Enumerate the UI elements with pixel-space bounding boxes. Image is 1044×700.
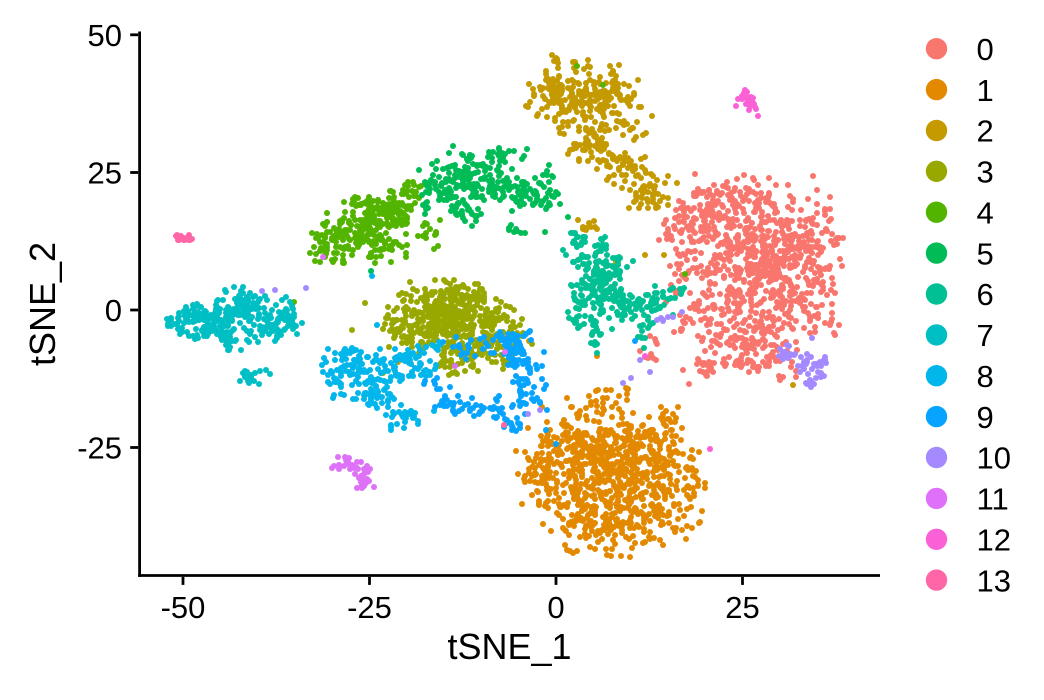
svg-text:1: 1	[977, 73, 994, 108]
svg-text:6: 6	[977, 277, 994, 312]
svg-text:-50: -50	[161, 590, 206, 625]
svg-text:0: 0	[547, 590, 564, 625]
svg-text:tSNE_1: tSNE_1	[447, 626, 571, 667]
svg-text:13: 13	[977, 563, 1011, 598]
svg-text:0: 0	[977, 32, 994, 67]
svg-text:2: 2	[977, 114, 994, 149]
svg-text:50: 50	[88, 18, 122, 53]
svg-text:-25: -25	[347, 590, 392, 625]
svg-text:-25: -25	[77, 431, 122, 466]
svg-text:9: 9	[977, 400, 994, 435]
svg-text:8: 8	[977, 359, 994, 394]
svg-text:3: 3	[977, 155, 994, 190]
svg-text:0: 0	[105, 293, 122, 328]
svg-text:25: 25	[88, 156, 122, 191]
svg-text:5: 5	[977, 236, 994, 271]
svg-text:12: 12	[977, 523, 1011, 558]
svg-text:tSNE_2: tSNE_2	[22, 242, 63, 366]
svg-text:10: 10	[977, 441, 1011, 476]
svg-text:11: 11	[977, 482, 1009, 517]
svg-text:4: 4	[977, 195, 994, 230]
svg-text:25: 25	[725, 590, 759, 625]
svg-text:7: 7	[977, 318, 994, 353]
